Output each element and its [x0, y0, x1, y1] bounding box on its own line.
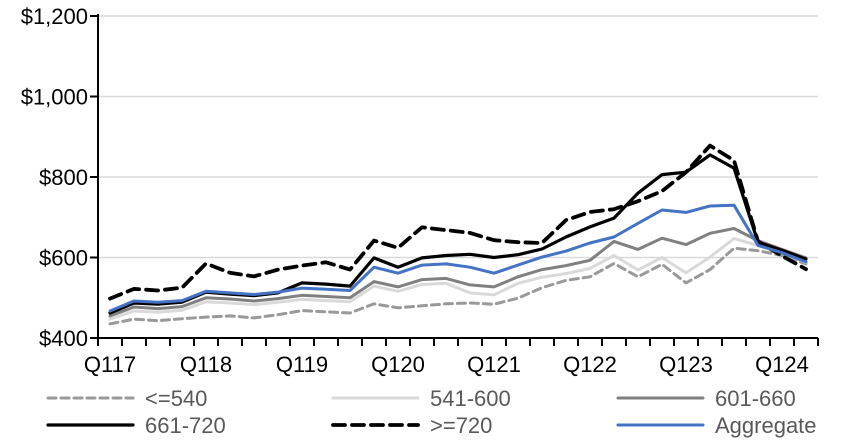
x-axis-label: Q121 [467, 352, 521, 377]
x-axis-label: Q117 [84, 352, 136, 377]
series-line-ge-720 [108, 143, 808, 301]
y-axis-label: $1,200 [21, 4, 88, 29]
x-axis-label: Q119 [276, 352, 328, 377]
legend-label-541-600: 541-600 [430, 386, 511, 411]
axes [90, 14, 819, 346]
y-axis-label: $1,000 [21, 85, 88, 110]
legend-item-601-660: 601-660 [616, 386, 796, 411]
series-line-aggregate [108, 203, 808, 313]
legend-label-aggregate: Aggregate [715, 413, 817, 438]
series-group [108, 143, 808, 326]
legend-label-le-540: <=540 [145, 386, 207, 411]
legend-item-541-600: 541-600 [331, 386, 511, 411]
y-axis-label: $600 [39, 246, 88, 271]
series-line-601-660 [108, 227, 808, 318]
x-axis-label: Q118 [180, 352, 232, 377]
y-axis-label: $800 [39, 165, 88, 190]
legend-label-ge-720: >=720 [430, 413, 492, 438]
x-axis-label: Q124 [755, 352, 809, 377]
legend-item-661-720: 661-720 [46, 413, 226, 438]
legend: <=540 541-600 601-660 661-720 >=720 Aggregate [46, 386, 817, 438]
x-axis-label: Q122 [563, 352, 617, 377]
legend-label-661-720: 661-720 [145, 413, 226, 438]
y-axis-label: $400 [39, 326, 88, 351]
series-line-le-540 [108, 246, 808, 326]
x-axis-label: Q123 [659, 352, 713, 377]
legend-item-le-540: <=540 [46, 386, 207, 411]
legend-label-601-660: 601-660 [715, 386, 796, 411]
legend-item-aggregate: Aggregate [616, 413, 817, 438]
series-line-541-600 [108, 237, 808, 321]
x-axis-label: Q120 [371, 352, 425, 377]
legend-item-ge-720: >=720 [331, 413, 492, 438]
gridlines [98, 15, 818, 259]
